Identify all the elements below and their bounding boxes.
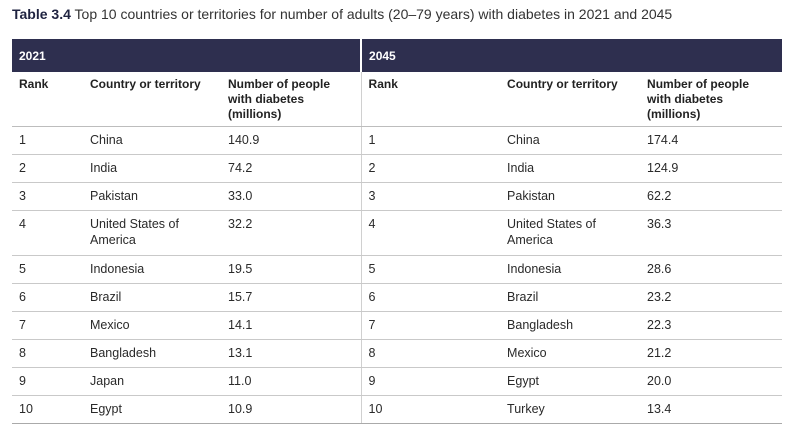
rank-cell: 1 xyxy=(12,126,83,155)
rank-cell: 3 xyxy=(12,182,83,211)
table-row: 4 United States of America 32.2 4 United Sta… xyxy=(12,210,783,256)
rank-cell: 2 xyxy=(12,154,83,183)
rank-cell: 6 xyxy=(361,283,501,312)
rank-cell: 4 xyxy=(361,210,501,256)
country-cell: India xyxy=(83,154,221,183)
country-cell: Egypt xyxy=(500,367,641,396)
rank-header: Rank xyxy=(12,72,83,127)
country-cell: Indonesia xyxy=(83,255,221,284)
year-2045-header: 2045 xyxy=(361,39,783,72)
value-cell: 15.7 xyxy=(221,283,362,312)
value-cell: 22.3 xyxy=(640,311,783,340)
rank-cell: 9 xyxy=(361,367,501,396)
rank-cell: 5 xyxy=(361,255,501,284)
rank-cell: 4 xyxy=(12,210,83,256)
table-row: 6 Brazil 15.7 6 Brazil 23.2 xyxy=(12,283,783,312)
country-cell: United States of America xyxy=(500,210,641,256)
table-row: 9 Japan 11.0 9 Egypt 20.0 xyxy=(12,367,783,396)
country-header: Country or territory xyxy=(83,72,221,127)
value-header: Number of people with diabetes (millions… xyxy=(221,72,362,127)
table-row: 8 Bangladesh 13.1 8 Mexico 21.2 xyxy=(12,339,783,368)
table-row: 2 India 74.2 2 India 124.9 xyxy=(12,154,783,183)
country-cell: United States of America xyxy=(83,210,221,256)
value-cell: 21.2 xyxy=(640,339,783,368)
value-cell: 13.4 xyxy=(640,395,783,424)
rank-cell: 8 xyxy=(12,339,83,368)
value-cell: 74.2 xyxy=(221,154,362,183)
table-caption: Top 10 countries or territories for numb… xyxy=(74,6,673,22)
table-row: 7 Mexico 14.1 7 Bangladesh 22.3 xyxy=(12,311,783,340)
year-2021-header: 2021 xyxy=(12,39,363,72)
rank-cell: 10 xyxy=(12,395,83,424)
value-cell: 13.1 xyxy=(221,339,362,368)
country-cell: Pakistan xyxy=(83,182,221,211)
rank-cell: 9 xyxy=(12,367,83,396)
value-cell: 11.0 xyxy=(221,367,362,396)
value-cell: 174.4 xyxy=(640,126,783,155)
country-cell: Bangladesh xyxy=(500,311,641,340)
country-cell: Brazil xyxy=(500,283,641,312)
rank-cell: 10 xyxy=(361,395,501,424)
value-cell: 32.2 xyxy=(221,210,362,256)
country-cell: Egypt xyxy=(83,395,221,424)
rank-cell: 7 xyxy=(12,311,83,340)
country-cell: Turkey xyxy=(500,395,641,424)
rank-cell: 3 xyxy=(361,182,501,211)
column-header-row: Rank Country or territory Number of peop… xyxy=(12,72,783,127)
table-row: 3 Pakistan 33.0 3 Pakistan 62.2 xyxy=(12,182,783,211)
country-cell: China xyxy=(500,126,641,155)
country-cell: Brazil xyxy=(83,283,221,312)
country-cell: China xyxy=(83,126,221,155)
value-cell: 62.2 xyxy=(640,182,783,211)
table-row: 1 China 140.9 1 China 174.4 xyxy=(12,126,783,155)
value-cell: 19.5 xyxy=(221,255,362,284)
value-header: Number of people with diabetes (millions… xyxy=(640,72,783,127)
value-cell: 23.2 xyxy=(640,283,783,312)
rank-cell: 5 xyxy=(12,255,83,284)
rank-header: Rank xyxy=(361,72,501,127)
diabetes-table: 2021 2045 Rank Country or territory Numb… xyxy=(12,39,783,424)
value-cell: 20.0 xyxy=(640,367,783,396)
rank-cell: 8 xyxy=(361,339,501,368)
value-cell: 36.3 xyxy=(640,210,783,256)
value-cell: 28.6 xyxy=(640,255,783,284)
country-cell: Pakistan xyxy=(500,182,641,211)
country-cell: Japan xyxy=(83,367,221,396)
country-cell: Indonesia xyxy=(500,255,641,284)
country-cell: Bangladesh xyxy=(83,339,221,368)
value-cell: 140.9 xyxy=(221,126,362,155)
country-cell: Mexico xyxy=(500,339,641,368)
table-row: 10 Egypt 10.9 10 Turkey 13.4 xyxy=(12,395,783,424)
rank-cell: 6 xyxy=(12,283,83,312)
country-header: Country or territory xyxy=(500,72,641,127)
value-cell: 10.9 xyxy=(221,395,362,424)
value-cell: 124.9 xyxy=(640,154,783,183)
table-label: Table 3.4 xyxy=(12,6,71,22)
value-cell: 14.1 xyxy=(221,311,362,340)
rank-cell: 7 xyxy=(361,311,501,340)
table-title: Table 3.4 Top 10 countries or territorie… xyxy=(12,6,672,22)
year-header-row: 2021 2045 xyxy=(12,39,783,72)
value-cell: 33.0 xyxy=(221,182,362,211)
country-cell: Mexico xyxy=(83,311,221,340)
country-cell: India xyxy=(500,154,641,183)
rank-cell: 1 xyxy=(361,126,501,155)
rank-cell: 2 xyxy=(361,154,501,183)
table-row: 5 Indonesia 19.5 5 Indonesia 28.6 xyxy=(12,255,783,284)
